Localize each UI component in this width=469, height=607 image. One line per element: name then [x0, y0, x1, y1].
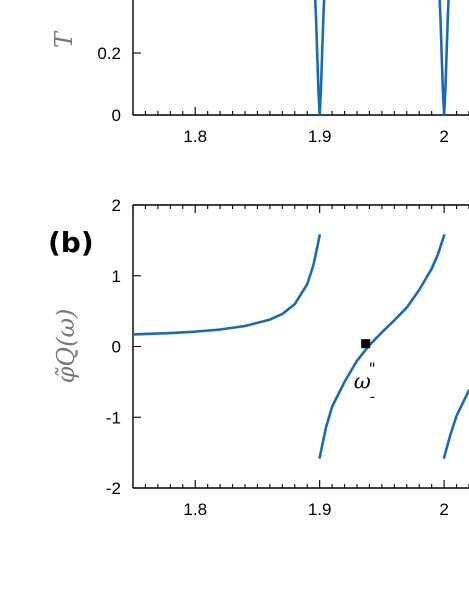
x-tick-label: 1.8	[183, 127, 207, 146]
series-line	[318, 234, 446, 459]
annotation-omega: ω	[354, 370, 371, 394]
y-tick-label: -2	[106, 479, 121, 498]
panel-label-b: (b)	[48, 226, 94, 259]
x-tick-label: 1.8	[183, 500, 207, 519]
x-tick-label: 2	[439, 127, 448, 146]
panel-b: 1.8 1.9 2 -2 -1 0 1 2 (b) φ̃Q(ω) ω" -	[48, 196, 469, 519]
y-tick-label: 1	[112, 267, 121, 286]
y-axis-label: T	[50, 30, 78, 48]
data-marker	[361, 339, 371, 349]
series-line	[442, 389, 469, 459]
annotation-subscript: -	[370, 388, 375, 406]
y-axis-label: φ̃Q(ω)	[52, 309, 80, 384]
x-tick-label: 2	[439, 500, 448, 519]
annotation-superscript: "	[369, 360, 376, 378]
series-line	[313, 0, 326, 115]
x-tick-label: 1.9	[308, 127, 332, 146]
y-tick-label: 0	[112, 106, 121, 125]
x-tick-label: 1.9	[308, 500, 332, 519]
y-tick-label: 2	[112, 196, 121, 215]
series-line	[438, 0, 450, 115]
y-tick-label: 0	[112, 338, 121, 357]
series-line	[133, 234, 321, 336]
y-tick-label: -1	[106, 408, 121, 427]
y-tick-label: 0.2	[97, 44, 121, 63]
panel-a: 1.8 1.9 2 0 0.2 T	[50, 0, 469, 146]
